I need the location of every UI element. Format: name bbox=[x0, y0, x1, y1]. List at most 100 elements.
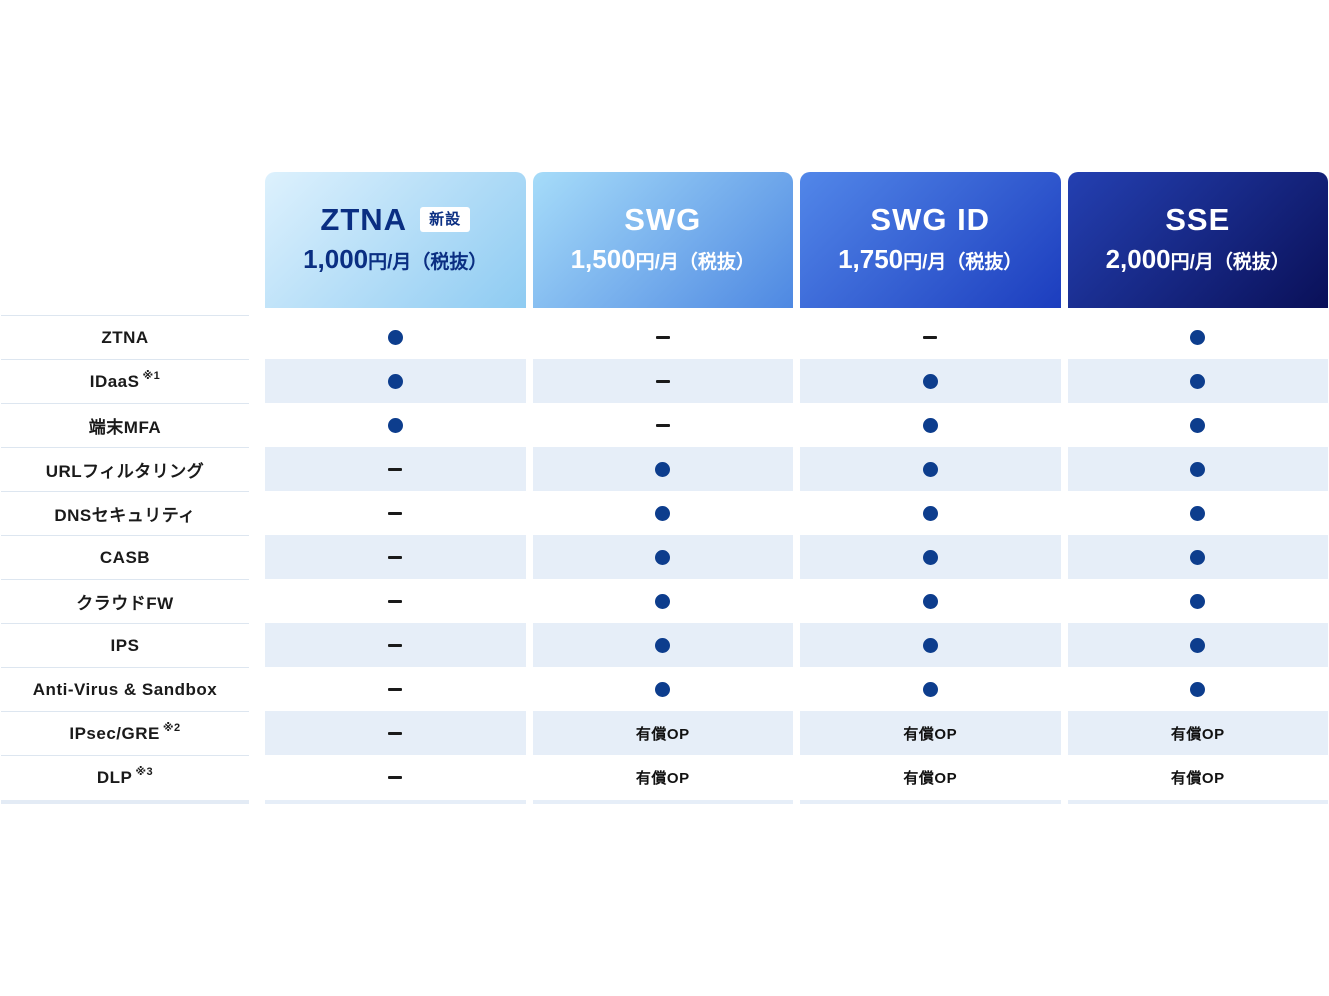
plan-price-value: 1,500 bbox=[570, 244, 636, 275]
feature-cell bbox=[1068, 491, 1329, 535]
feature-row-ips: IPS bbox=[1, 623, 1328, 667]
feature-label-text: IPS bbox=[110, 635, 140, 655]
paid-option-label: 有償OP bbox=[903, 725, 958, 743]
included-dot-icon bbox=[922, 505, 938, 521]
plan-name: SWG bbox=[624, 202, 702, 238]
paid-option-label: 有償OP bbox=[635, 725, 690, 743]
included-dot-icon bbox=[655, 461, 671, 477]
not-included-dash-icon bbox=[655, 423, 670, 427]
feature-row-url: URLフィルタリング bbox=[1, 447, 1328, 491]
feature-row-mfa: 端末MFA bbox=[1, 403, 1328, 447]
plan-card-swg: SWG 1,500円/月（税抜） bbox=[532, 172, 793, 308]
plan-price-unit: 円/月（税抜） bbox=[635, 252, 755, 274]
included-dot-icon bbox=[1190, 373, 1206, 389]
feature-cell bbox=[265, 315, 526, 359]
plan-title-line: ZTNA 新設 bbox=[320, 204, 471, 235]
included-dot-icon bbox=[922, 461, 938, 477]
feature-cell bbox=[532, 535, 793, 579]
feature-cell bbox=[800, 535, 1061, 579]
paid-option-label: 有償OP bbox=[903, 769, 958, 787]
feature-cell bbox=[1067, 447, 1328, 491]
feature-label: DLP ※3 bbox=[1, 755, 249, 799]
feature-label-text: ZTNA bbox=[101, 327, 149, 347]
feature-cell bbox=[533, 491, 794, 535]
not-included-dash-icon bbox=[388, 731, 403, 735]
feature-cell bbox=[265, 623, 526, 667]
plan-title-line: SWG bbox=[624, 204, 701, 235]
bottom-strip-cell bbox=[800, 800, 1061, 804]
feature-cell bbox=[265, 711, 526, 755]
feature-cell bbox=[1068, 667, 1329, 711]
included-dot-icon bbox=[1190, 329, 1206, 345]
not-included-dash-icon bbox=[388, 511, 403, 515]
plan-price-unit: 円/月（税抜） bbox=[368, 252, 488, 274]
paid-option-label: 有償OP bbox=[1170, 725, 1225, 743]
feature-label-text: DLP bbox=[96, 767, 133, 787]
feature-cell bbox=[800, 491, 1061, 535]
included-dot-icon bbox=[922, 593, 938, 609]
plan-price-unit: 円/月（税抜） bbox=[903, 252, 1023, 274]
feature-cell bbox=[800, 403, 1061, 447]
not-included-dash-icon bbox=[388, 555, 403, 559]
feature-cell: 有償OP bbox=[800, 711, 1061, 755]
included-dot-icon bbox=[1190, 593, 1206, 609]
feature-cell bbox=[533, 667, 794, 711]
included-dot-icon bbox=[922, 681, 938, 697]
header-spacer bbox=[1, 172, 265, 308]
feature-label: CASB bbox=[1, 535, 249, 579]
not-included-dash-icon bbox=[655, 379, 670, 383]
feature-cell bbox=[265, 579, 526, 623]
feature-row-casb: CASB bbox=[1, 535, 1328, 579]
plan-title-line: SWG ID bbox=[870, 204, 990, 235]
plan-title-line: SSE bbox=[1165, 204, 1230, 235]
feature-label-text: IPsec/GRE bbox=[69, 723, 160, 743]
feature-cell bbox=[1068, 579, 1329, 623]
feature-cell bbox=[265, 667, 526, 711]
feature-label-text: URLフィルタリング bbox=[45, 462, 205, 481]
plan-price: 1,500円/月（税抜） bbox=[571, 244, 755, 275]
feature-cell bbox=[532, 359, 793, 403]
feature-row-anti-virus-sandbox: Anti-Virus & Sandbox bbox=[1, 667, 1328, 711]
feature-note: ※3 bbox=[135, 766, 154, 778]
feature-label: クラウドFW bbox=[1, 579, 249, 623]
feature-row-idaas: IDaaS ※1 bbox=[1, 359, 1328, 403]
included-dot-icon bbox=[1190, 505, 1206, 521]
bottom-strip bbox=[1, 800, 1328, 804]
feature-row-dns: DNSセキュリティ bbox=[1, 491, 1328, 535]
not-included-dash-icon bbox=[388, 599, 403, 603]
feature-cell bbox=[532, 623, 793, 667]
included-dot-icon bbox=[1190, 637, 1206, 653]
feature-cell bbox=[533, 403, 794, 447]
feature-row-ipsec-gre: IPsec/GRE ※2 有償OP 有償OP 有償OP bbox=[1, 711, 1328, 755]
plan-price: 2,000円/月（税抜） bbox=[1106, 244, 1290, 275]
included-dot-icon bbox=[922, 417, 938, 433]
feature-cell bbox=[1068, 315, 1329, 359]
feature-cell bbox=[533, 315, 794, 359]
paid-option-label: 有償OP bbox=[635, 769, 690, 787]
feature-cell bbox=[800, 667, 1061, 711]
included-dot-icon bbox=[922, 549, 938, 565]
feature-cell bbox=[800, 623, 1061, 667]
included-dot-icon bbox=[655, 549, 671, 565]
plan-price-value: 2,000 bbox=[1105, 244, 1171, 275]
feature-cell bbox=[265, 447, 526, 491]
included-dot-icon bbox=[655, 681, 671, 697]
included-dot-icon bbox=[387, 329, 403, 345]
included-dot-icon bbox=[655, 505, 671, 521]
feature-cell bbox=[1068, 403, 1329, 447]
feature-label-text: DNSセキュリティ bbox=[54, 506, 196, 525]
not-included-dash-icon bbox=[923, 335, 938, 339]
included-dot-icon bbox=[1190, 549, 1206, 565]
feature-cell bbox=[800, 359, 1061, 403]
feature-label-text: 端末MFA bbox=[88, 418, 162, 437]
not-included-dash-icon bbox=[388, 467, 403, 471]
bottom-strip-cell bbox=[265, 800, 526, 804]
feature-cell bbox=[265, 403, 526, 447]
included-dot-icon bbox=[655, 593, 671, 609]
feature-cell bbox=[1067, 535, 1328, 579]
bottom-strip-label-segment bbox=[1, 800, 249, 804]
not-included-dash-icon bbox=[388, 775, 403, 779]
feature-cell: 有償OP bbox=[1068, 755, 1329, 799]
feature-cell bbox=[265, 535, 526, 579]
